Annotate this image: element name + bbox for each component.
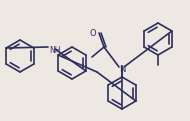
Text: O: O: [89, 29, 96, 38]
Text: N: N: [119, 65, 125, 74]
Text: NH: NH: [49, 46, 60, 55]
